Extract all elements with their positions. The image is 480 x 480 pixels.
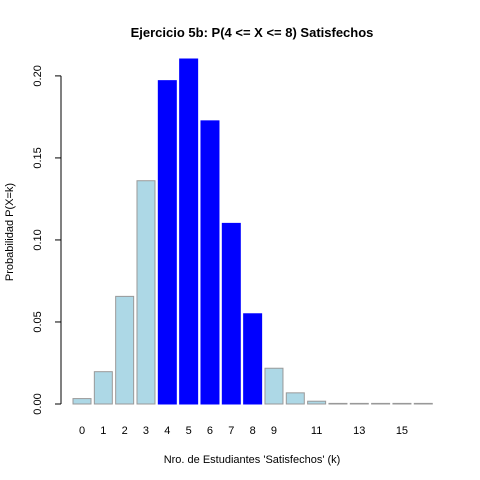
y-tick-label: 0.20 (32, 65, 44, 86)
bar-k-16 (413, 402, 433, 405)
x-tick-label: 3 (143, 425, 149, 437)
bar-k-0 (72, 398, 92, 405)
bar-k-14 (371, 402, 391, 405)
chart-title: Ejercicio 5b: P(4 <= X <= 8) Satisfechos (131, 25, 374, 40)
y-tick-label: 0.10 (32, 229, 44, 250)
x-tick-label: 13 (353, 425, 365, 437)
bar-k-15 (392, 402, 412, 405)
x-tick-label: 6 (207, 425, 213, 437)
bar-k-12 (328, 402, 348, 405)
x-tick-label: 15 (396, 425, 408, 437)
x-tick-label: 8 (250, 425, 256, 437)
bar-k-8 (243, 313, 263, 405)
y-axis-label: Probabilidad P(X=k) (4, 183, 16, 281)
bar-k-9 (264, 367, 284, 405)
bar-k-1 (93, 371, 113, 405)
x-tick-label: 11 (311, 425, 322, 437)
bar-k-6 (200, 120, 220, 405)
bar-k-2 (115, 295, 135, 405)
y-axis: 0.00 0.05 0.10 0.15 0.20 (32, 65, 62, 415)
bar-k-10 (285, 392, 305, 405)
bars-group (72, 58, 433, 405)
bar-k-3 (136, 180, 156, 405)
bar-k-5 (179, 58, 199, 405)
x-axis-label: Nro. de Estudiantes 'Satisfechos' (k) (164, 454, 341, 466)
bar-k-11 (307, 400, 327, 405)
x-tick-label: 2 (122, 425, 128, 437)
x-tick-label: 5 (186, 425, 192, 437)
bar-k-4 (157, 80, 177, 405)
x-tick-label: 0 (79, 425, 85, 437)
y-tick-label: 0.00 (32, 393, 44, 414)
bar-k-7 (221, 222, 241, 405)
x-tick-label: 9 (271, 425, 277, 437)
x-tick-label: 1 (100, 425, 106, 437)
x-tick-label: 7 (228, 425, 234, 437)
y-tick-label: 0.05 (32, 311, 44, 332)
bar-k-13 (349, 402, 369, 405)
y-tick-label: 0.15 (32, 147, 44, 168)
x-tick-labels: 0 1 2 3 4 5 6 7 8 9 11 13 15 (79, 425, 408, 437)
x-tick-label: 4 (164, 425, 170, 437)
